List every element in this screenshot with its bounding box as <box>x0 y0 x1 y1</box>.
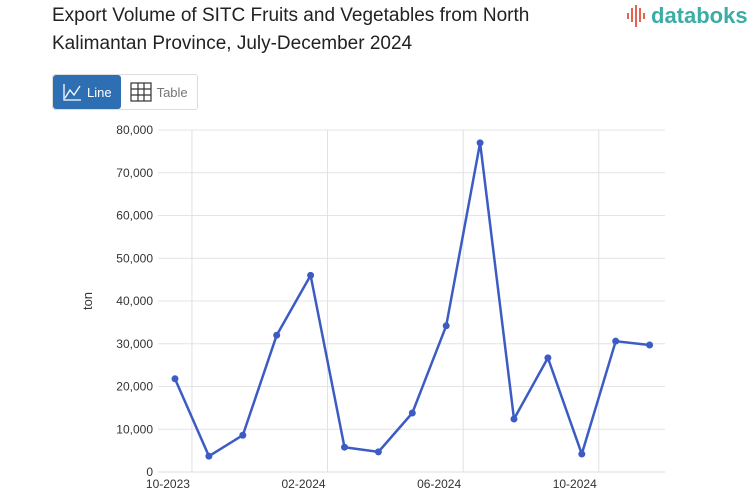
y-axis-label: ton <box>80 292 95 310</box>
data-point <box>476 139 484 147</box>
data-point <box>442 322 450 330</box>
data-point <box>205 452 213 460</box>
y-tick-label: 80,000 <box>116 123 153 137</box>
logo-text: databoks <box>651 3 748 28</box>
y-tick-label: 50,000 <box>116 251 153 265</box>
data-point <box>341 443 348 451</box>
data-point <box>544 354 552 362</box>
data-point <box>307 271 315 279</box>
databoks-logo: databoks <box>626 3 748 29</box>
data-point <box>578 450 586 458</box>
y-tick-label: 0 <box>146 465 153 479</box>
y-tick-label: 20,000 <box>116 380 153 394</box>
y-tick-label: 60,000 <box>116 209 153 223</box>
logo-bars-icon <box>627 5 645 27</box>
data-point <box>374 448 382 456</box>
table-label: Table <box>156 84 188 100</box>
table-grid-icon <box>129 82 152 102</box>
data-point <box>612 337 620 345</box>
y-tick-label: 30,000 <box>116 337 153 351</box>
data-point <box>171 375 179 383</box>
data-point <box>646 341 654 349</box>
data-point <box>273 331 281 339</box>
y-tick-label: 10,000 <box>116 422 153 436</box>
x-tick-label: 10-2023 <box>146 477 190 491</box>
x-tick-label: 02-2024 <box>282 477 326 491</box>
y-tick-label: 40,000 <box>116 294 153 308</box>
x-tick-label: 06-2024 <box>417 477 461 491</box>
data-point <box>239 431 247 439</box>
line-view-button[interactable]: Line <box>53 75 121 109</box>
table-view-button[interactable]: Table <box>121 75 197 109</box>
chart-title: Export Volume of SITC Fruits and Vegetab… <box>52 5 530 54</box>
data-point <box>510 415 518 423</box>
view-toggle: Line Table <box>52 74 198 110</box>
line-label: Line <box>87 84 112 100</box>
y-tick-label: 70,000 <box>116 166 153 180</box>
series-line <box>173 141 650 458</box>
x-tick-label: 10-2024 <box>553 477 597 491</box>
data-point <box>408 409 416 417</box>
line-chart-icon <box>63 84 81 101</box>
